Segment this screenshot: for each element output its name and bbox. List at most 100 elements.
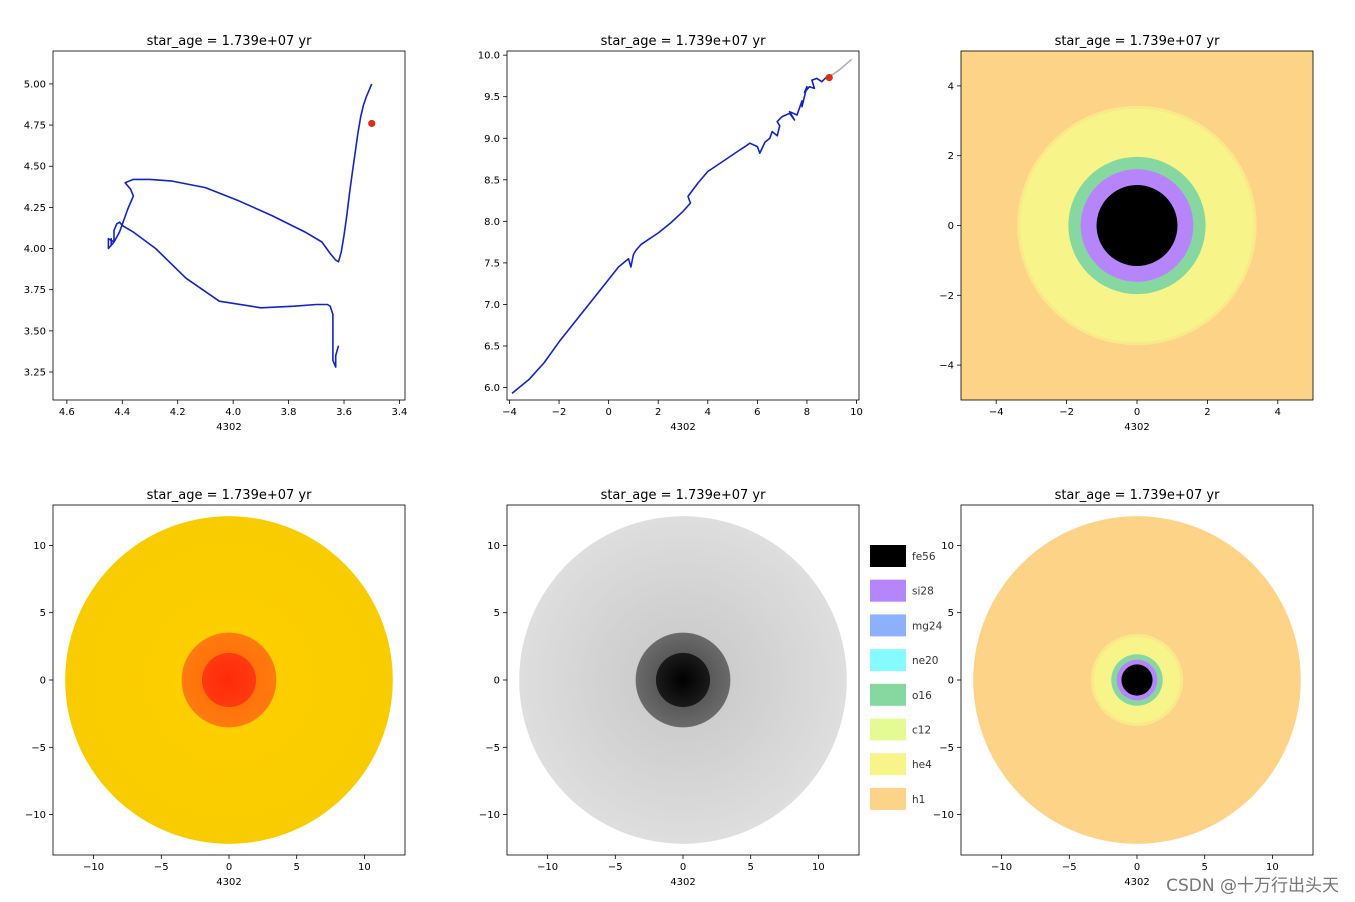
plot-area <box>507 51 859 400</box>
legend-label-fe56: fe56 <box>912 551 936 563</box>
x-axis-label: 4302 <box>216 877 241 888</box>
x-tick-label: 10 <box>358 862 371 873</box>
y-tick-label: 5 <box>494 608 500 619</box>
y-tick-label: 9.0 <box>484 134 500 145</box>
evolution-track-line <box>107 83 373 368</box>
y-tick-label: 0 <box>494 676 500 687</box>
panel-2: −4 −2 0 2 4 6 8 10 6.0 6.5 7.0 7.5 8.0 8.5 9.0 9.5 10.0 s… <box>478 34 863 433</box>
legend-label-si28: si28 <box>912 586 934 598</box>
x-tick-label: 4.0 <box>225 407 241 418</box>
panel-title: star_age = 1.739e+07 yr <box>601 34 767 49</box>
zone-fe56 <box>1096 185 1178 266</box>
x-axis-label: 4302 <box>1124 422 1149 433</box>
y-tick-label: −10 <box>25 810 46 821</box>
plot-content <box>65 516 393 844</box>
y-tick-label: 4 <box>948 81 954 92</box>
x-axis-label: 4302 <box>1124 877 1149 888</box>
y-tick-label: 10.0 <box>478 51 500 62</box>
legend-label-mg24: mg24 <box>912 620 943 632</box>
x-tick-label: 5 <box>294 862 300 873</box>
y-tick-label: 4.25 <box>24 203 46 214</box>
x-tick-label: 5 <box>1202 862 1208 873</box>
x-tick-label: −5 <box>1062 862 1077 873</box>
plot-area <box>53 51 405 400</box>
y-tick-label: 4.50 <box>24 162 46 173</box>
x-tick-label: 2 <box>655 407 661 418</box>
y-tick-label: 6.0 <box>484 383 500 394</box>
x-tick-label: −5 <box>154 862 169 873</box>
x-axis-label: 4302 <box>670 877 695 888</box>
x-tick-label: 4 <box>1275 407 1281 418</box>
ring-3 <box>201 652 257 708</box>
x-tick-label: 8 <box>804 407 810 418</box>
x-tick-label: −2 <box>552 407 567 418</box>
y-tick-label: 5 <box>948 608 954 619</box>
y-tick-label: −5 <box>31 743 46 754</box>
zone-fe56 <box>1121 664 1153 696</box>
legend-swatch-he4 <box>870 753 906 776</box>
legend-label-he4: he4 <box>912 759 932 771</box>
y-tick-label: 10 <box>941 541 954 552</box>
y-tick-label: 6.5 <box>484 341 500 352</box>
plot-content <box>1014 102 1260 349</box>
y-tick-label: 5.00 <box>24 79 46 90</box>
y-tick-label: 4.75 <box>24 121 46 132</box>
panel-title: star_age = 1.739e+07 yr <box>147 34 313 49</box>
y-tick-label: 10 <box>487 541 500 552</box>
legend-swatch-h1 <box>870 787 906 810</box>
x-tick-label: −10 <box>83 862 104 873</box>
y-tick-label: 8.5 <box>484 175 500 186</box>
x-tick-label: 10 <box>812 862 825 873</box>
x-tick-label: 3.8 <box>281 407 297 418</box>
x-tick-label: 0 <box>226 862 232 873</box>
y-tick-label: 3.50 <box>24 326 46 337</box>
x-tick-label: 3.6 <box>336 407 352 418</box>
x-tick-label: −5 <box>608 862 623 873</box>
x-axis-label: 4302 <box>670 422 695 433</box>
x-tick-label: −4 <box>989 407 1004 418</box>
x-tick-label: 0 <box>1134 862 1140 873</box>
panel-1: 4.6 4.4 4.2 4.0 3.8 3.6 3.4 3.25 3.50 3.75 4.00 4.2… <box>24 34 408 433</box>
legend-swatch-ne20 <box>870 649 906 672</box>
x-tick-label: 6 <box>754 407 760 418</box>
y-tick-label: 8.0 <box>484 217 500 228</box>
x-tick-label: 3.4 <box>392 407 408 418</box>
x-tick-label: 0 <box>605 407 611 418</box>
x-tick-label: 2 <box>1204 407 1210 418</box>
legend-swatch-mg24 <box>870 614 906 637</box>
y-tick-label: 0 <box>948 676 954 687</box>
y-tick-label: 10 <box>33 541 46 552</box>
x-tick-label: 10 <box>850 407 863 418</box>
x-tick-label: 0 <box>1134 407 1140 418</box>
plot-content <box>973 516 1301 844</box>
y-tick-label: 0 <box>948 221 954 232</box>
panel-title: star_age = 1.739e+07 yr <box>1055 34 1221 49</box>
panel-5: −10 −5 0 5 10 −10 −5 0 5 10 star_age = 1.739e+07 y… <box>479 488 860 888</box>
y-tick-label: 3.25 <box>24 368 46 379</box>
x-tick-label: 4 <box>705 407 711 418</box>
panel-6: −10 −5 0 5 10 −10 −5 0 5 10 star_age = 1.739e+07 y… <box>933 488 1314 888</box>
y-tick-label: −10 <box>933 810 954 821</box>
axes-frame <box>52 50 406 401</box>
current-position-marker <box>368 119 376 128</box>
panel-title: star_age = 1.739e+07 yr <box>1055 488 1221 503</box>
legend-label-c12: c12 <box>912 725 931 737</box>
panel-3: −4 −2 0 2 4 −4 −2 0 2 4 star_age = 1.739e+07 yr 430… <box>939 34 1314 433</box>
legend-swatch-si28 <box>870 579 906 602</box>
y-tick-label: 7.0 <box>484 300 500 311</box>
y-tick-label: −5 <box>939 743 954 754</box>
y-tick-label: 4.00 <box>24 244 46 255</box>
legend-swatch-fe56 <box>870 545 906 567</box>
current-position-marker <box>825 73 833 82</box>
axes-frame <box>506 50 860 401</box>
ring-3 <box>655 652 711 708</box>
y-tick-label: 0 <box>40 676 46 687</box>
x-tick-label: −10 <box>991 862 1012 873</box>
x-axis-label: 4302 <box>216 422 241 433</box>
zone-edge-blend <box>1087 630 1187 730</box>
y-tick-label: −4 <box>939 361 954 372</box>
panel-title: star_age = 1.739e+07 yr <box>601 488 767 503</box>
legend-swatch-o16 <box>870 683 906 706</box>
legend-swatch-c12 <box>870 718 906 741</box>
plot-content <box>519 516 847 844</box>
